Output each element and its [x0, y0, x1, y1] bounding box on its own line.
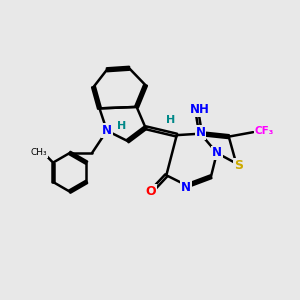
Text: N: N — [196, 126, 206, 139]
Text: NH: NH — [190, 103, 210, 116]
Text: N: N — [212, 146, 222, 160]
Text: N: N — [181, 181, 191, 194]
Text: H: H — [116, 121, 126, 131]
Text: CH₃: CH₃ — [31, 148, 47, 157]
Text: O: O — [145, 184, 156, 197]
Text: N: N — [102, 124, 112, 137]
Text: S: S — [234, 159, 243, 172]
Text: H: H — [166, 115, 175, 125]
Text: CF₃: CF₃ — [255, 126, 274, 136]
